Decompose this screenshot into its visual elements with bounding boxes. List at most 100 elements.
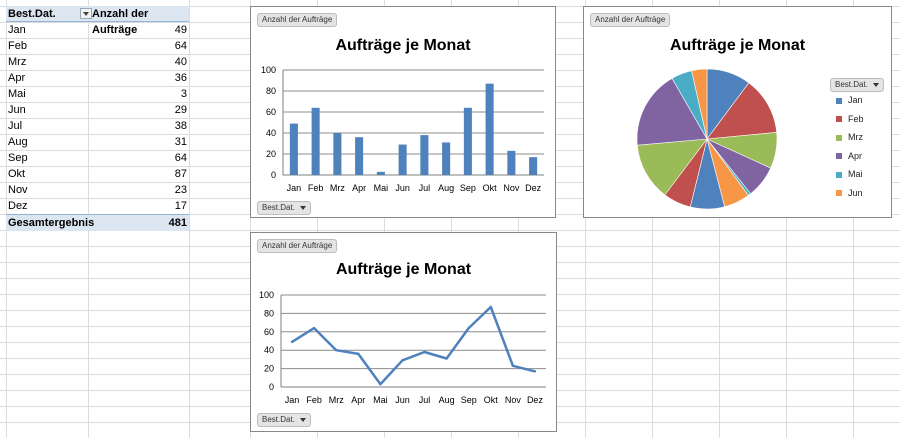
data-point[interactable] — [335, 349, 338, 352]
pivot-row[interactable]: Mai 3 — [6, 86, 189, 102]
pie-chart[interactable]: Anzahl der Aufträge Aufträge je Monat Be… — [583, 6, 892, 218]
legend-field-button[interactable]: Best.Dat. — [830, 78, 884, 92]
row-label-header[interactable]: Best.Dat. — [8, 8, 56, 20]
data-point[interactable] — [312, 326, 316, 330]
row-value: 40 — [174, 56, 187, 68]
bar[interactable] — [507, 150, 516, 175]
x-tick-label: Sep — [460, 183, 476, 193]
pivot-header-row: Best.Dat. Anzahl der Aufträge — [6, 6, 189, 36]
data-point[interactable] — [533, 370, 537, 373]
row-label: Jun — [8, 104, 26, 116]
bar[interactable] — [398, 144, 407, 175]
legend-item[interactable]: Feb — [836, 114, 864, 124]
data-point[interactable] — [401, 359, 404, 362]
bar[interactable] — [442, 142, 451, 175]
pivot-row[interactable]: Sep 64 — [6, 150, 189, 166]
row-label: Aug — [8, 136, 28, 148]
x-tick-label: Jan — [285, 395, 300, 405]
data-point[interactable] — [379, 383, 382, 386]
pivot-row[interactable]: Feb 64 — [6, 38, 189, 54]
bar[interactable] — [485, 83, 494, 175]
legend-label: Jun — [848, 187, 863, 198]
legend-item[interactable]: Jan — [836, 95, 863, 105]
chart-title: Aufträge je Monat — [335, 261, 472, 278]
x-tick-label: Sep — [461, 395, 477, 405]
x-tick-label: Mrz — [329, 395, 344, 405]
value-field-button[interactable]: Anzahl der Aufträge — [257, 13, 338, 27]
pivot-row[interactable]: Nov 23 — [6, 182, 189, 198]
y-tick-label: 0 — [271, 170, 276, 180]
pie-slice[interactable] — [691, 68, 708, 140]
x-tick-label: Dez — [525, 183, 542, 193]
row-label: Jul — [8, 120, 23, 132]
pivot-row[interactable]: Jun 29 — [6, 102, 189, 118]
row-label: Mrz — [8, 56, 27, 68]
bar[interactable] — [289, 123, 298, 175]
data-point[interactable] — [423, 350, 426, 354]
x-tick-label: Jun — [395, 183, 410, 193]
legend-label: Jan — [848, 95, 863, 105]
x-tick-label: Dez — [527, 395, 544, 405]
legend-item[interactable]: Mrz — [836, 132, 863, 142]
value-field-button[interactable]: Anzahl der Aufträge — [257, 239, 338, 253]
row-label: Okt — [8, 168, 26, 180]
x-tick-label: Apr — [352, 183, 366, 193]
y-tick-label: 60 — [266, 107, 276, 117]
legend-swatch — [836, 97, 842, 104]
x-tick-label: Mai — [374, 183, 389, 193]
x-tick-label: Feb — [308, 183, 324, 193]
pivot-row[interactable]: Jan 49 — [6, 22, 189, 38]
total-value: 481 — [168, 217, 187, 229]
pivot-row[interactable]: Jul 38 — [6, 118, 189, 134]
legend-item[interactable]: Apr — [836, 151, 862, 161]
legend-swatch — [836, 116, 842, 123]
x-tick-label: Okt — [484, 395, 499, 405]
pie-slice[interactable] — [706, 82, 778, 140]
x-tick-label: Mai — [373, 395, 388, 405]
x-tick-label: Jul — [419, 183, 431, 193]
y-tick-label: 40 — [266, 128, 276, 138]
axis-field-button[interactable]: Best.Dat. — [257, 413, 311, 427]
data-point[interactable] — [511, 364, 515, 368]
row-label: Mai — [8, 88, 26, 100]
data-point[interactable] — [357, 352, 360, 356]
legend-item[interactable]: Mai — [836, 169, 863, 179]
row-value: 31 — [174, 136, 187, 148]
bar[interactable] — [463, 107, 472, 175]
line-chart[interactable]: Anzahl der Aufträge Aufträge je Monat 0 2… — [250, 232, 557, 432]
pivot-row[interactable]: Aug 31 — [6, 134, 189, 150]
legend-swatch — [836, 171, 842, 178]
x-tick-label: Jun — [395, 395, 410, 405]
row-value: 29 — [174, 104, 187, 116]
bar[interactable] — [529, 157, 538, 175]
pivot-row[interactable]: Mrz 40 — [6, 54, 189, 70]
bar[interactable] — [311, 107, 320, 175]
pivot-total-row[interactable]: Gesamtergebnis 481 — [6, 214, 189, 231]
pivot-row[interactable]: Dez 17 — [6, 198, 189, 214]
line-series[interactable] — [291, 305, 536, 386]
bar[interactable] — [420, 135, 429, 175]
total-label: Gesamtergebnis — [8, 217, 95, 229]
bar-chart[interactable]: Anzahl der Aufträge Aufträge je Monat 0 2… — [250, 6, 556, 218]
legend-item[interactable]: Jun — [836, 188, 863, 198]
chart-title: Aufträge je Monat — [669, 37, 806, 54]
value-field-header[interactable]: Anzahl der Aufträge — [92, 8, 149, 36]
bar[interactable] — [333, 133, 342, 175]
y-tick-label: 20 — [264, 364, 274, 374]
data-point[interactable] — [467, 326, 470, 330]
filter-dropdown-icon[interactable] — [80, 8, 92, 19]
legend-label: Mrz — [848, 132, 863, 142]
pie-slice[interactable] — [636, 138, 708, 196]
pivot-row[interactable]: Apr 36 — [6, 70, 189, 86]
pie-slice[interactable] — [636, 77, 708, 146]
value-field-button[interactable]: Anzahl der Aufträge — [590, 13, 671, 27]
row-label: Feb — [8, 40, 27, 52]
data-point[interactable] — [290, 340, 294, 344]
data-point[interactable] — [445, 357, 448, 360]
y-tick-label: 20 — [266, 149, 276, 159]
pivot-row[interactable]: Okt 87 — [6, 166, 189, 182]
data-point[interactable] — [489, 305, 492, 309]
bar[interactable] — [355, 137, 364, 175]
axis-field-button[interactable]: Best.Dat. — [257, 201, 311, 215]
bar[interactable] — [376, 171, 385, 175]
